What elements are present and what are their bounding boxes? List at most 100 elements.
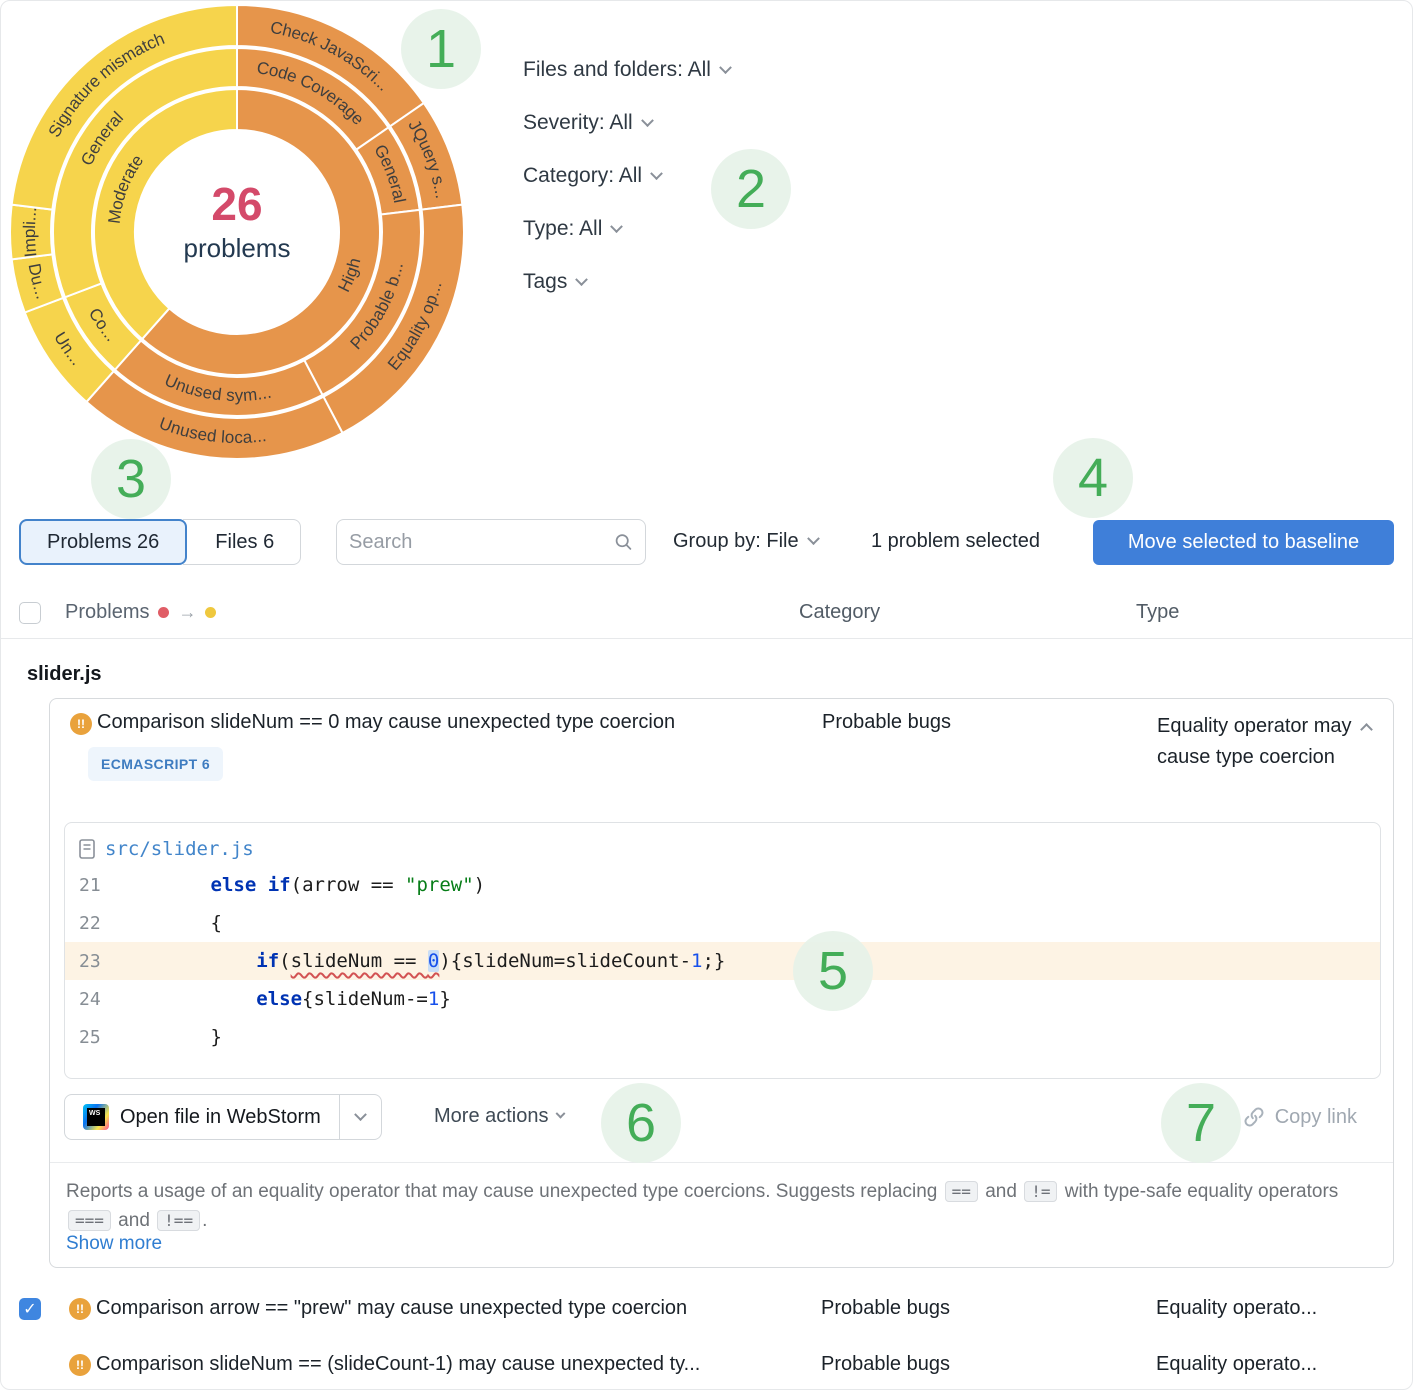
line-number: 25	[79, 1026, 101, 1048]
problem-count-label: problems	[183, 233, 291, 263]
chart-segment-moderate[interactable]	[93, 87, 238, 341]
code-text: else{slideNum-=1}	[256, 988, 451, 1010]
code-lines: 21 else if(arrow == "prew") 22 {23 if(sli…	[65, 866, 1380, 1056]
problem-category: Probable bugs	[822, 711, 951, 733]
code-chip: ==	[944, 1181, 978, 1202]
chevron-down-icon	[555, 1108, 565, 1119]
filter-tags[interactable]: Tags	[523, 270, 730, 294]
filter-label: Category: All	[523, 164, 643, 187]
line-number: 24	[79, 988, 101, 1010]
file-link[interactable]: src/slider.js	[105, 838, 254, 860]
chevron-down-icon	[719, 60, 732, 74]
divider	[1, 638, 1412, 639]
ecmascript6-tag: ECMASCRIPT 6	[88, 747, 224, 781]
annotation-badge-1: 1	[401, 9, 481, 89]
column-header-type[interactable]: Type	[1136, 601, 1180, 623]
severity-red-dot-icon	[158, 607, 170, 618]
code-text: else if(arrow == "prew")	[210, 874, 486, 896]
copy-link-label: Copy link	[1274, 1105, 1357, 1128]
problem-type: Equality operator may cause type coercio…	[1157, 715, 1352, 768]
chart-center: 26 problems	[137, 181, 337, 264]
filter-label: Files and folders: All	[523, 58, 711, 81]
line-number: 23	[79, 950, 101, 972]
row-category: Probable bugs	[821, 1353, 950, 1375]
file-icon	[79, 839, 95, 859]
code-text: }	[119, 1026, 222, 1048]
row-type: Equality operato...	[1156, 1297, 1318, 1319]
file-group-header: slider.js	[27, 663, 102, 685]
search-box	[336, 519, 646, 565]
row-title[interactable]: Comparison slideNum == (slideCount-1) ma…	[96, 1353, 701, 1375]
filter-severity[interactable]: Severity: All	[523, 111, 730, 135]
annotation-badge-2: 2	[711, 149, 791, 229]
chevron-down-icon	[610, 219, 624, 233]
problem-title[interactable]: Comparison slideNum == 0 may cause unexp…	[97, 711, 676, 733]
webstorm-icon: WS	[83, 1104, 109, 1130]
search-icon	[615, 534, 632, 550]
open-in-webstorm-button[interactable]: WS Open file in WebStorm	[64, 1094, 340, 1140]
line-number: 21	[79, 874, 101, 896]
row-category: Probable bugs	[821, 1297, 950, 1319]
code-line: 23 if(slideNum == 0){slideNum=slideCount…	[65, 942, 1380, 980]
collapse-chevron-icon[interactable]	[1360, 721, 1373, 739]
column-label: Problems	[65, 601, 150, 623]
search-input[interactable]	[349, 530, 614, 554]
group-by-label: Group by: File	[673, 530, 799, 552]
annotation-badge-6: 6	[601, 1083, 681, 1163]
group-by-select[interactable]: Group by: File	[673, 530, 820, 553]
code-line: 25 }	[65, 1018, 1380, 1056]
move-to-baseline-button[interactable]: Move selected to baseline	[1093, 520, 1394, 565]
divider	[50, 1162, 1393, 1163]
code-chip: !=	[1024, 1181, 1058, 1202]
row-title[interactable]: Comparison arrow == "prew" may cause une…	[96, 1297, 688, 1319]
more-actions-button[interactable]: More actions	[434, 1105, 565, 1128]
select-all-checkbox[interactable]	[19, 602, 41, 624]
filter-label: Severity: All	[523, 111, 633, 134]
chart-segment-high[interactable]	[140, 87, 381, 376]
code-preview-panel: src/slider.js 21 else if(arrow == "prew"…	[64, 822, 1381, 1079]
problem-description: Reports a usage of an equality operator …	[66, 1181, 1339, 1231]
annotation-badge-4: 4	[1053, 438, 1133, 518]
tab-files[interactable]: Files 6	[183, 519, 302, 565]
chart-segment-general[interactable]	[52, 46, 238, 299]
chevron-down-icon	[575, 272, 589, 286]
link-icon	[1244, 1107, 1264, 1127]
arrow-right-icon: →	[178, 602, 197, 622]
chart-segment-label: Impli...	[20, 206, 40, 258]
filter-category[interactable]: Category: All	[523, 164, 730, 188]
chevron-down-icon	[640, 113, 654, 127]
problem-count: 26	[211, 178, 263, 230]
code-line: 21 else if(arrow == "prew")	[65, 866, 1380, 904]
annotation-badge-7: 7	[1161, 1083, 1241, 1163]
severity-yellow-dot-icon	[205, 607, 217, 618]
code-line: 22 {	[65, 904, 1380, 942]
code-text: if(slideNum == 0){slideNum=slideCount-1;…	[256, 950, 726, 972]
copy-link-button[interactable]: Copy link	[1242, 1105, 1357, 1129]
warning-icon: !!	[69, 1298, 91, 1320]
line-number: 22	[79, 912, 101, 934]
warning-icon: !!	[70, 713, 92, 735]
filters-panel: Files and folders: All Severity: All Cat…	[523, 58, 732, 323]
warning-icon: !!	[69, 1354, 91, 1376]
file-link-row[interactable]: src/slider.js	[65, 823, 1380, 866]
show-more-link[interactable]: Show more	[66, 1233, 163, 1254]
selected-count-text: 1 problem selected	[871, 530, 1040, 552]
view-tabs: Problems 26 Files 6	[19, 519, 302, 565]
chevron-down-icon	[806, 532, 820, 546]
filter-files-and-folders[interactable]: Files and folders: All	[523, 58, 732, 82]
code-chip: !==	[157, 1210, 201, 1231]
annotation-badge-3: 3	[91, 439, 171, 519]
row-checkbox[interactable]: ✓	[19, 1298, 41, 1320]
column-header-category[interactable]: Category	[799, 601, 881, 623]
open-button-dropdown[interactable]	[339, 1094, 382, 1140]
annotation-badge-5: 5	[793, 931, 873, 1011]
code-line: 24 else{slideNum-=1}	[65, 980, 1380, 1018]
expanded-problem-card: !! Comparison slideNum == 0 may cause un…	[49, 698, 1394, 1268]
column-header-problems[interactable]: Problems →	[65, 601, 217, 624]
filter-type[interactable]: Type: All	[523, 217, 730, 241]
chart-segment-signaturemismatch[interactable]	[10, 3, 238, 211]
open-button-label: Open file in WebStorm	[120, 1105, 321, 1128]
tab-problems[interactable]: Problems 26	[19, 519, 188, 565]
